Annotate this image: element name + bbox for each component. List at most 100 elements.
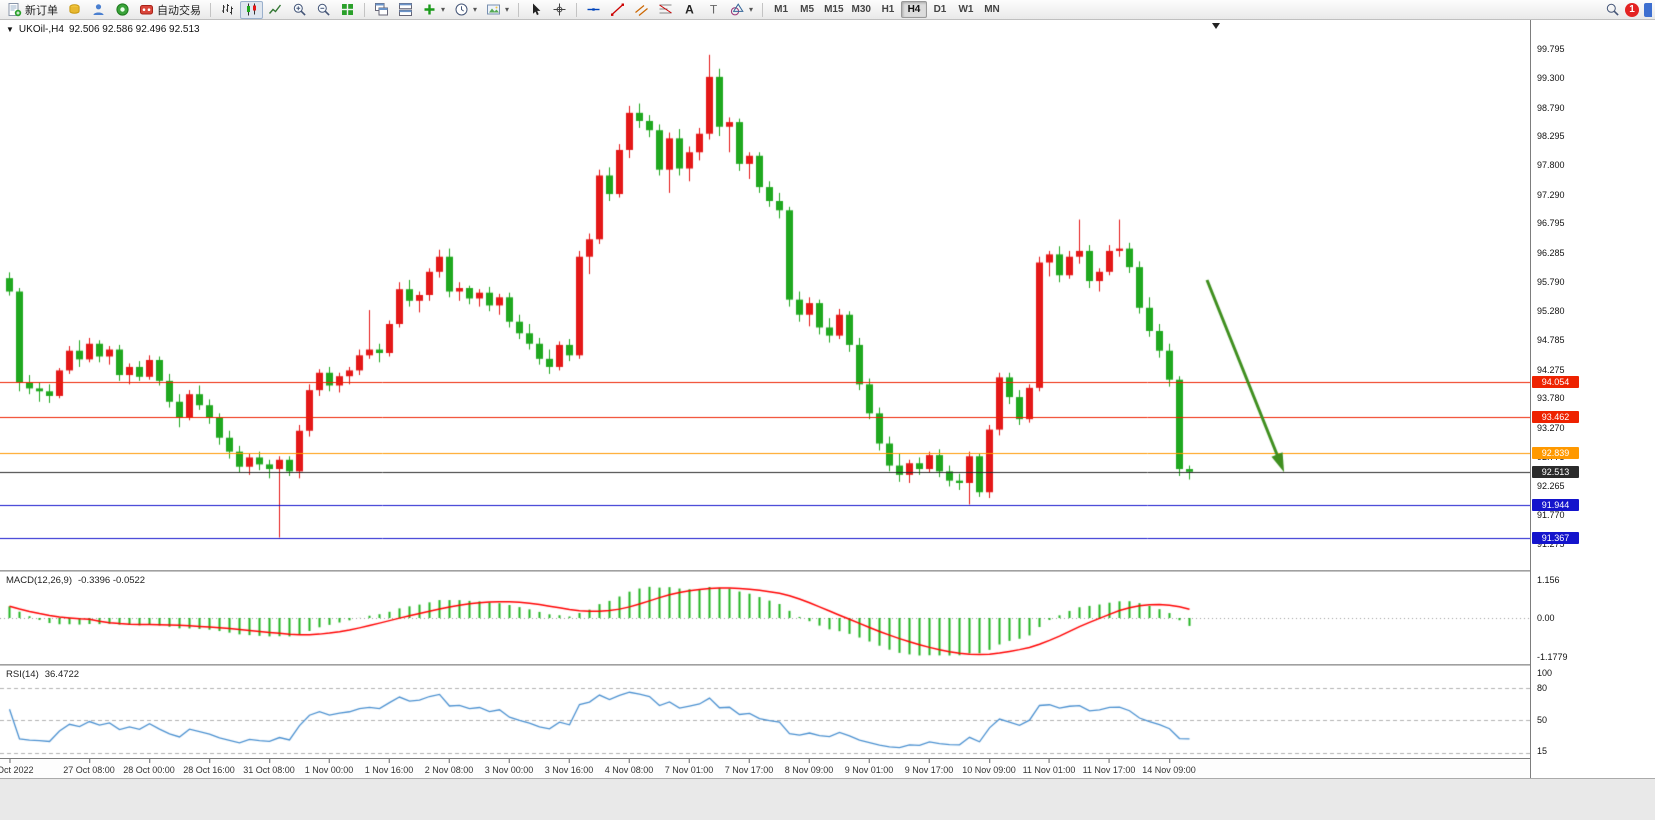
main-chart-panel[interactable]: ▼ UKOil-,H4 92.506 92.586 92.496 92.513 [0, 20, 1530, 570]
autotrading-label: 自动交易 [157, 4, 201, 17]
timeframe-h4-button[interactable]: H4 [900, 1, 927, 18]
price-axis-label: 93.780 [1537, 393, 1565, 404]
macd-canvas[interactable] [0, 572, 1530, 664]
time-axis-label: 2 Nov 08:00 [424, 759, 474, 775]
autotrading-button[interactable]: 自动交易 [135, 1, 205, 19]
template-button[interactable]: ▾ [482, 1, 513, 19]
separator [364, 2, 365, 17]
timeframe-d1-button[interactable]: D1 [933, 4, 947, 15]
cascade-windows-button[interactable] [370, 1, 393, 19]
price-axis-label: 94.275 [1537, 364, 1565, 375]
separator [576, 2, 578, 17]
time-axis-label: 11 Nov 01:00 [1022, 759, 1076, 775]
rsi-canvas[interactable] [0, 666, 1530, 758]
rsi-panel[interactable]: RSI(14) 36.4722 [0, 666, 1530, 758]
zoom-in-button[interactable] [288, 1, 311, 19]
partial-toolbar-icon[interactable] [1644, 2, 1652, 17]
time-axis-label: 28 Oct 16:00 [183, 759, 235, 775]
new-order-label: 新订单 [25, 4, 58, 17]
rsi-label: RSI(14) 36.4722 [6, 669, 79, 680]
horizontal-line-icon [586, 2, 601, 17]
search-icon[interactable] [1605, 2, 1620, 17]
price-line-tag: 92.839 [1532, 446, 1579, 459]
collapse-triangle-icon[interactable]: ▼ [6, 25, 14, 34]
time-axis-label: 9 Nov 01:00 [844, 759, 894, 775]
zoom-in-icon [292, 2, 307, 17]
text-tool-button[interactable]: A [678, 1, 701, 19]
price-line-tag: 93.462 [1532, 410, 1579, 423]
line-chart-icon [268, 2, 283, 17]
toolbar-right: 1 [1605, 2, 1652, 17]
price-axis-label: 97.800 [1537, 160, 1565, 171]
dropdown-caret-icon: ▾ [473, 5, 478, 14]
community-button[interactable] [111, 1, 134, 19]
new-order-button[interactable]: 新订单 [3, 1, 62, 19]
time-axis-label: 11 Nov 17:00 [1082, 759, 1136, 775]
chart-shift-marker[interactable] [1212, 23, 1220, 29]
fibonacci-tool-button[interactable] [654, 1, 677, 19]
price-axis-label: 94.785 [1537, 334, 1565, 345]
tile-horizontal-button[interactable] [394, 1, 417, 19]
line-chart-button[interactable] [264, 1, 287, 19]
timeframe-m5-button[interactable]: M5 [800, 4, 815, 15]
deposit-button[interactable] [63, 1, 86, 19]
price-axis-label: 96.285 [1537, 247, 1565, 258]
text-label-tool-button[interactable]: T [702, 1, 725, 19]
time-axis-label: 31 Oct 08:00 [243, 759, 295, 775]
macd-axis-label: 0.00 [1537, 613, 1555, 623]
svg-text:A: A [685, 3, 694, 17]
price-line-tag: 94.054 [1532, 376, 1579, 389]
shapes-tool-button[interactable]: ▾ [726, 1, 757, 19]
cursor-tool-button[interactable] [524, 1, 547, 19]
zoom-out-button[interactable] [312, 1, 335, 19]
price-axis-label: 97.290 [1537, 189, 1565, 200]
trendline-tool-button[interactable] [606, 1, 629, 19]
separator [210, 2, 211, 17]
zoom-out-icon [316, 2, 331, 17]
panel-splitter[interactable] [0, 570, 1655, 572]
cascade-windows-icon [374, 2, 389, 17]
tile-windows-button[interactable] [336, 1, 359, 19]
time-axis-label: 27 Oct 08:00 [63, 759, 115, 775]
price-line-tag: 91.367 [1532, 532, 1579, 545]
price-axis-label: 95.280 [1537, 306, 1565, 317]
price-line-tag: 91.944 [1532, 498, 1579, 511]
chart-symbol-period: UKOil-,H4 [18, 24, 64, 35]
time-axis[interactable]: 26 Oct 2022 27 Oct 08:00 28 Oct 00:00 28 Oc… [0, 758, 1530, 778]
candlestick-chart-canvas[interactable] [0, 20, 1530, 570]
panel-splitter[interactable] [0, 664, 1655, 666]
chart-ohlc-values: 92.506 92.586 92.496 92.513 [68, 24, 200, 35]
rsi-axis-label: 100 [1537, 668, 1553, 678]
price-axis-label: 91.770 [1537, 509, 1565, 520]
account-button[interactable] [87, 1, 110, 19]
price-axis-label: 98.790 [1537, 102, 1565, 113]
channel-tool-button[interactable] [630, 1, 653, 19]
bar-chart-button[interactable] [216, 1, 239, 19]
dropdown-caret-icon: ▾ [441, 5, 446, 14]
notification-badge[interactable]: 1 [1625, 2, 1639, 17]
macd-values: -0.3396 -0.0522 [78, 575, 146, 586]
timeframe-mn-button[interactable]: MN [984, 4, 1000, 15]
clock-icon [454, 2, 469, 17]
price-axis-label: 99.300 [1537, 73, 1565, 84]
timeframe-m1-button[interactable]: M1 [774, 4, 789, 15]
autotrading-icon [139, 2, 154, 17]
timeframe-m15-button[interactable]: M15 [824, 4, 844, 15]
cursor-icon [528, 2, 543, 17]
separator [762, 2, 764, 17]
community-icon [115, 2, 130, 17]
timeframe-w1-button[interactable]: W1 [958, 4, 974, 15]
period-button[interactable]: ▾ [450, 1, 481, 19]
timeframe-h1-button[interactable]: H1 [881, 4, 895, 15]
candlestick-chart-button[interactable] [240, 0, 263, 19]
window-bottom-strip [0, 778, 1655, 820]
price-axis[interactable]: 99.795 99.300 98.790 98.295 97.800 97.290 96.7… [1530, 20, 1655, 778]
rsi-axis-label: 15 [1537, 746, 1548, 756]
horizontal-line-tool-button[interactable] [582, 1, 605, 19]
timeframe-m30-button[interactable]: M30 [851, 4, 871, 15]
add-indicator-button[interactable]: ▾ [418, 1, 449, 19]
macd-panel[interactable]: MACD(12,26,9) -0.3396 -0.0522 [0, 572, 1530, 664]
time-axis-label: 26 Oct 2022 [0, 759, 34, 775]
crosshair-tool-button[interactable] [548, 1, 571, 19]
